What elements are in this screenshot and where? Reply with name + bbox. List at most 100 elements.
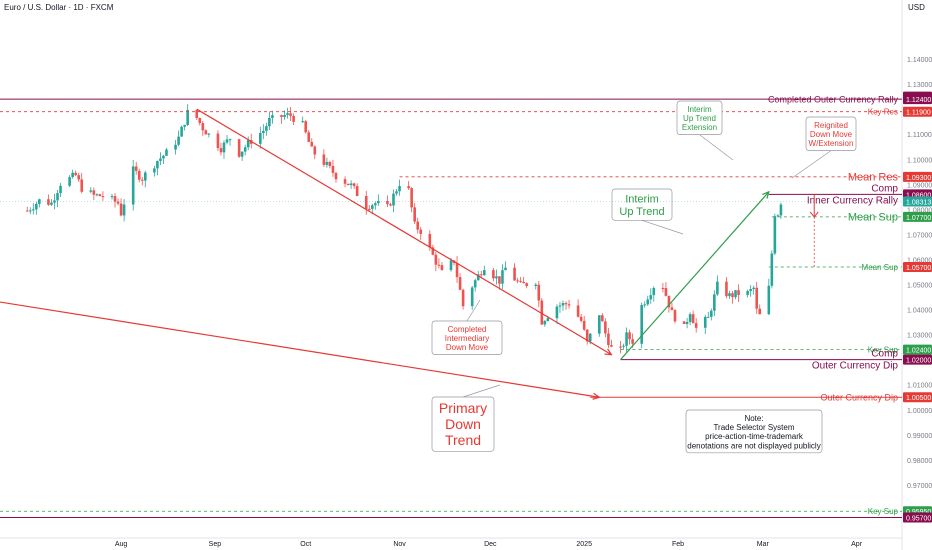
- candle-body: [289, 113, 292, 116]
- price-tick-label: 1.11000: [907, 132, 932, 139]
- callout-text: Up Trend: [683, 114, 716, 123]
- trend-arrowhead: [762, 190, 770, 199]
- callout-text: Completed: [448, 325, 487, 334]
- candle-body: [322, 154, 326, 165]
- candle-body: [564, 303, 568, 305]
- candle-body: [537, 284, 541, 301]
- candle-body: [601, 315, 604, 322]
- callout-pointer: [466, 299, 481, 322]
- candle-body: [137, 170, 141, 180]
- candle-body: [286, 113, 289, 115]
- candle-body: [501, 270, 504, 284]
- candle-body: [59, 185, 62, 194]
- candle-body: [110, 196, 114, 198]
- candle-body: [153, 168, 156, 173]
- candle-body: [77, 175, 80, 180]
- time-tick-label: Aug: [115, 541, 128, 548]
- level-label: Key Sup: [868, 507, 899, 516]
- candle-body: [325, 161, 329, 165]
- price-tick-label: 1.06000: [907, 257, 932, 264]
- price-tick-label: 1.04000: [907, 308, 932, 315]
- candle-body: [292, 115, 295, 122]
- candle-body: [694, 323, 698, 328]
- callout-text: Note:: [744, 414, 763, 423]
- candle-body: [50, 202, 53, 205]
- price-tag-label: 1.11900: [906, 110, 931, 117]
- callout-text: Intermediary: [445, 334, 489, 343]
- callout-box: [611, 188, 673, 221]
- price-tag: [903, 392, 932, 403]
- trend-arrowhead: [604, 348, 613, 356]
- candle-body: [174, 144, 177, 150]
- candle-body: [767, 285, 771, 315]
- trend-line: [0, 301, 600, 398]
- candle-body: [101, 196, 105, 198]
- candle-body: [237, 139, 241, 157]
- candle-body: [143, 172, 147, 181]
- candle-body: [186, 110, 189, 125]
- price-tick-label: 1.09000: [907, 182, 932, 189]
- callout-text: Reignited: [814, 121, 848, 130]
- price-tag: [903, 211, 932, 222]
- level-label: Comp: [871, 349, 898, 360]
- candle-body: [392, 193, 395, 206]
- trend-arrowhead: [592, 392, 601, 400]
- price-tag-label: 1.12400: [906, 97, 931, 104]
- candle-body: [395, 191, 398, 194]
- candle-body: [498, 276, 501, 284]
- candle-body: [576, 305, 580, 317]
- level-label: Outer Currency Dip: [820, 392, 898, 402]
- callout-box: [431, 320, 503, 355]
- callout-text: denotations are not displayed publicly: [687, 441, 820, 450]
- candle-body: [407, 186, 410, 189]
- callout-pointer: [641, 219, 684, 235]
- price-tag: [903, 171, 932, 182]
- level-label: Mean Res: [848, 172, 899, 184]
- price-tag: [903, 512, 932, 523]
- candle-body: [734, 290, 737, 298]
- candle-body: [643, 304, 647, 306]
- price-tick-label: 1.14000: [907, 57, 932, 64]
- time-tick-label: 2025: [576, 541, 592, 548]
- candle-body: [377, 200, 380, 204]
- candle-body: [598, 315, 601, 334]
- candle-body: [331, 165, 335, 173]
- price-tag-label: 1.08313: [906, 200, 931, 207]
- time-tick-label: Nov: [393, 541, 406, 548]
- candle-body: [355, 186, 359, 197]
- level-label: Inner Currency Rally: [807, 195, 898, 206]
- price-tick-label: 1.05000: [907, 283, 932, 290]
- candle-body: [262, 130, 265, 133]
- candle-body: [449, 260, 453, 271]
- price-tick-label: 1.13000: [907, 82, 932, 89]
- callout-text: Interim: [687, 105, 712, 114]
- candle-body: [265, 126, 268, 131]
- time-tick-label: Apr: [851, 541, 863, 548]
- callout-text: Extension: [682, 123, 717, 132]
- price-tick-label: 1.00000: [907, 408, 932, 415]
- candle-body: [371, 205, 374, 209]
- candle-body: [216, 133, 220, 149]
- callout-text: Down Move: [810, 130, 853, 139]
- candle-body: [516, 280, 519, 282]
- candle-body: [71, 172, 74, 178]
- candle-body: [649, 295, 653, 300]
- candle-body: [225, 139, 229, 143]
- time-tick-label: Dec: [484, 541, 497, 548]
- candle-body: [713, 294, 716, 311]
- candle-body: [201, 123, 205, 131]
- candle-body: [455, 262, 459, 278]
- callout-text: Trade Selector System: [713, 423, 794, 432]
- candle-body: [334, 172, 338, 180]
- candle-body: [159, 158, 162, 162]
- candle-body: [68, 177, 71, 186]
- candle-body: [476, 274, 480, 281]
- callout-pointer: [791, 150, 832, 179]
- candle-body: [752, 287, 755, 290]
- candle-body: [776, 215, 780, 217]
- candle-body: [710, 310, 713, 317]
